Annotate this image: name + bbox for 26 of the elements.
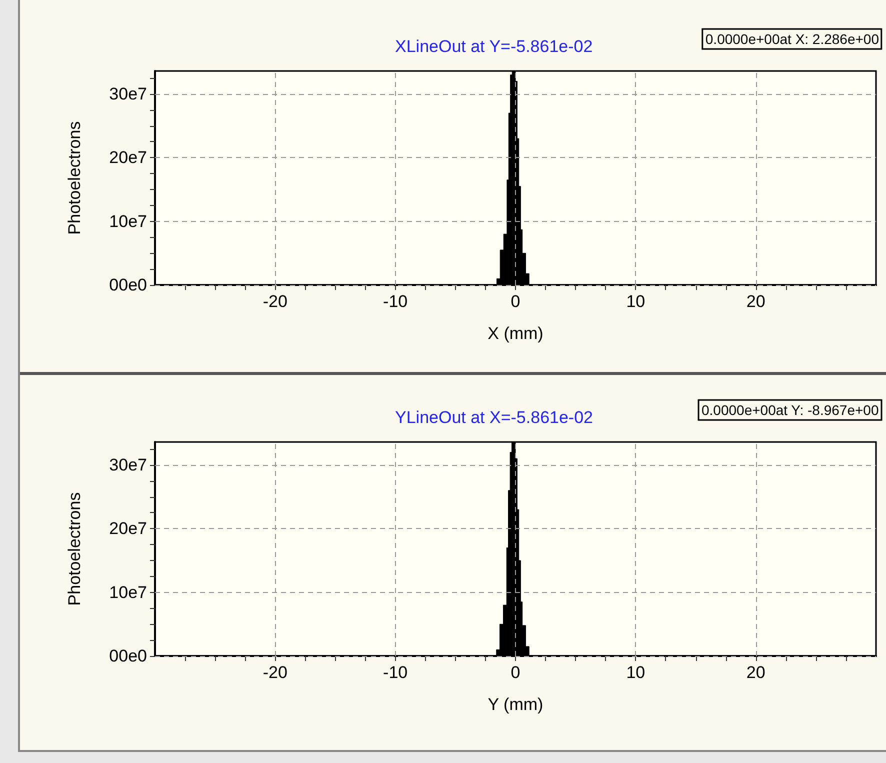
x-tick-label: 0	[510, 663, 520, 682]
text: 0.0000e+00at Y: -8.967e+00	[702, 402, 879, 418]
x-tick-label: -20	[262, 292, 288, 311]
y-tick-label: 20e7	[109, 519, 147, 538]
y-tick-label: 30e7	[109, 455, 147, 474]
y-axis-title: Photoelectrons	[65, 492, 84, 606]
y-tick-label: 30e7	[109, 84, 147, 104]
x-axis-title: X (mm)	[488, 324, 544, 343]
text: 0.0000e+00at X: 2.286e+00	[705, 31, 880, 47]
x-tick-label: -20	[262, 663, 288, 682]
x-tick-label: 0	[510, 292, 520, 311]
x-tick-label: 10	[626, 292, 646, 311]
chart-title: XLineOut at Y=-5.861e-02	[395, 37, 593, 56]
y-axis-title: Photoelectrons	[65, 121, 84, 235]
x-axis-title: Y (mm)	[488, 695, 544, 714]
x-tick-label: -10	[383, 292, 408, 311]
x-tick-label: 10	[626, 663, 646, 682]
chart-title: YLineOut at X=-5.861e-02	[395, 408, 593, 427]
x-tick-label: 20	[746, 663, 766, 682]
y-tick-label: 20e7	[109, 148, 147, 168]
y-tick-label: 10e7	[109, 212, 147, 231]
y-tick-label: 00e0	[109, 646, 147, 666]
x-tick-label: -10	[383, 663, 408, 682]
y-tick-label: 10e7	[109, 582, 147, 602]
y-tick-label: 00e0	[109, 276, 147, 294]
x-tick-label: 20	[746, 292, 766, 311]
